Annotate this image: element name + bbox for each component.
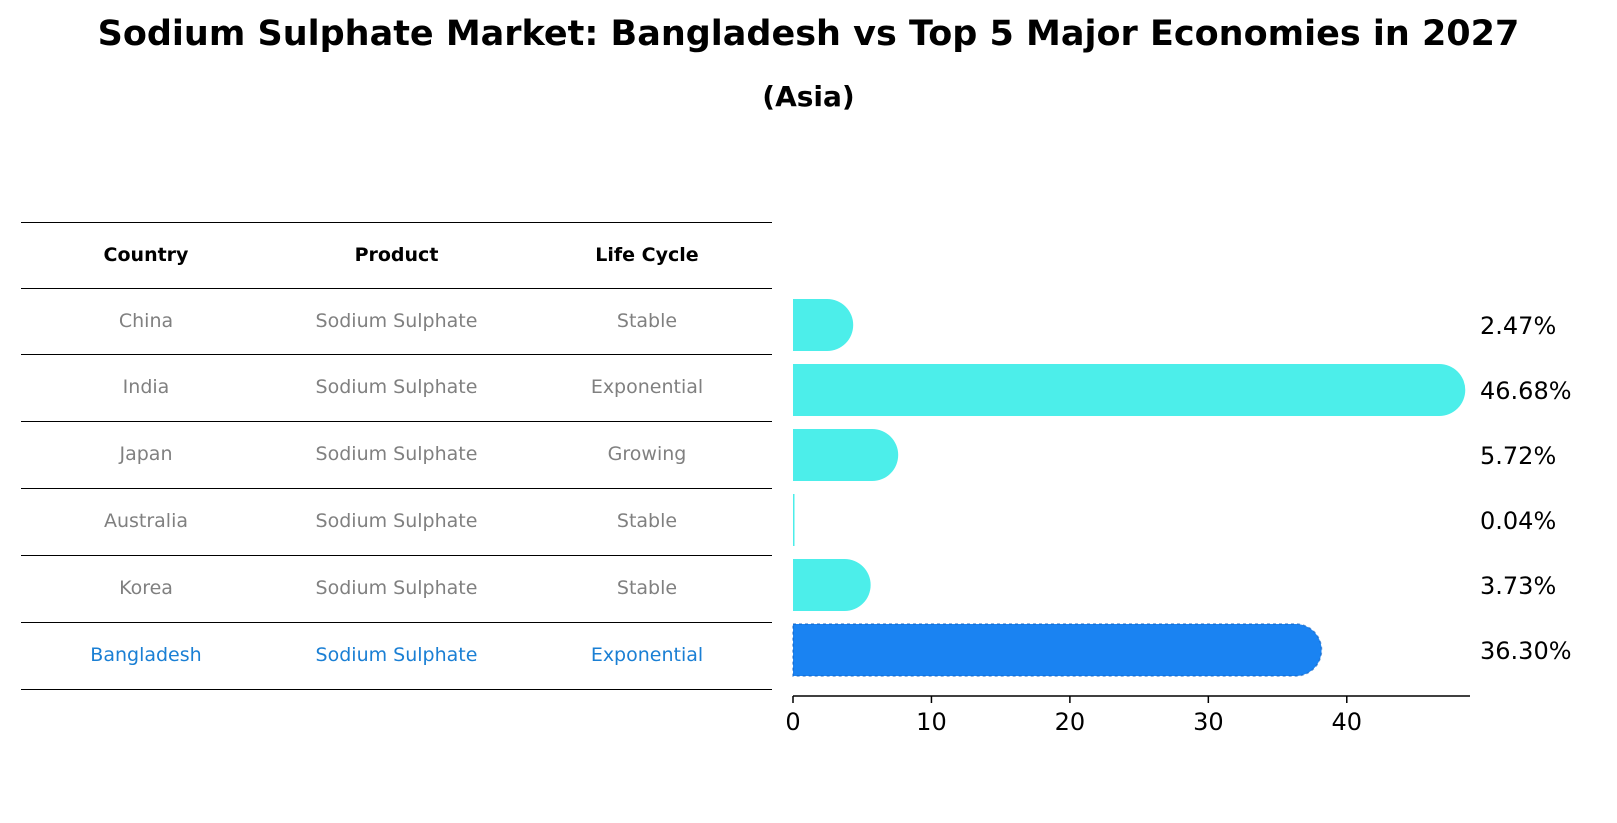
cell-country: Korea	[119, 577, 173, 599]
table-row-highlight: Bangladesh Sodium Sulphate Exponential	[21, 622, 772, 688]
data-label: 36.30%	[1480, 637, 1572, 665]
cell-country: China	[118, 310, 174, 332]
x-tick-label: 20	[1055, 708, 1086, 736]
bar	[793, 494, 795, 546]
header-product: Product	[354, 244, 439, 266]
table-rule	[21, 622, 772, 623]
x-tick-label: 40	[1332, 708, 1363, 736]
cell-product: Sodium Sulphate	[315, 443, 478, 465]
cell-product: Sodium Sulphate	[315, 310, 478, 332]
data-label: 5.72%	[1480, 442, 1556, 470]
cell-life-cycle: Growing	[607, 443, 687, 465]
cell-country: Bangladesh	[90, 644, 202, 666]
table-row: Japan Sodium Sulphate Growing	[21, 421, 772, 487]
table-rule	[21, 555, 772, 556]
table-rule	[21, 488, 772, 489]
bar	[793, 429, 899, 481]
x-tick-label: 10	[916, 708, 947, 736]
cell-life-cycle: Exponential	[590, 644, 704, 666]
cell-life-cycle: Stable	[616, 310, 678, 332]
cell-life-cycle: Exponential	[590, 376, 704, 398]
data-label: 0.04%	[1480, 507, 1556, 535]
x-tick-label: 0	[785, 708, 800, 736]
data-label: 3.73%	[1480, 572, 1556, 600]
data-label: 46.68%	[1480, 377, 1572, 405]
chart-subtitle: (Asia)	[762, 80, 855, 113]
table-rule	[21, 222, 772, 223]
cell-product: Sodium Sulphate	[315, 376, 478, 398]
table-row: Australia Sodium Sulphate Stable	[21, 488, 772, 554]
cell-product: Sodium Sulphate	[315, 510, 478, 532]
bar-outline	[792, 623, 1323, 677]
header-life-cycle: Life Cycle	[595, 244, 699, 266]
bar-chart: 2.47% 46.68% 5.72% 0.04% 3.73% 36.30% 0 10 20 30 4…	[785, 299, 1572, 736]
table-rule	[21, 689, 772, 690]
table-row: China Sodium Sulphate Stable	[21, 288, 772, 354]
cell-life-cycle: Stable	[616, 577, 678, 599]
table-row: India Sodium Sulphate Exponential	[21, 354, 772, 420]
table-header-row: Country Product Life Cycle	[21, 222, 772, 288]
cell-country: India	[122, 376, 170, 398]
table-rule	[21, 354, 772, 355]
cell-product: Sodium Sulphate	[315, 577, 478, 599]
cell-product: Sodium Sulphate	[315, 644, 478, 666]
bar	[793, 299, 854, 351]
chart-title: Sodium Sulphate Market: Bangladesh vs To…	[97, 14, 1520, 54]
header-country: Country	[103, 244, 189, 266]
bar	[793, 559, 871, 611]
cell-country: Japan	[119, 443, 173, 465]
x-tick-label: 30	[1193, 708, 1224, 736]
cell-life-cycle: Stable	[616, 510, 678, 532]
table-rule	[21, 288, 772, 289]
data-label: 2.47%	[1480, 312, 1556, 340]
cell-country: Australia	[103, 510, 189, 532]
bar	[793, 624, 1322, 676]
bar	[793, 364, 1466, 416]
table-rule	[21, 421, 772, 422]
table-row: Korea Sodium Sulphate Stable	[21, 555, 772, 621]
